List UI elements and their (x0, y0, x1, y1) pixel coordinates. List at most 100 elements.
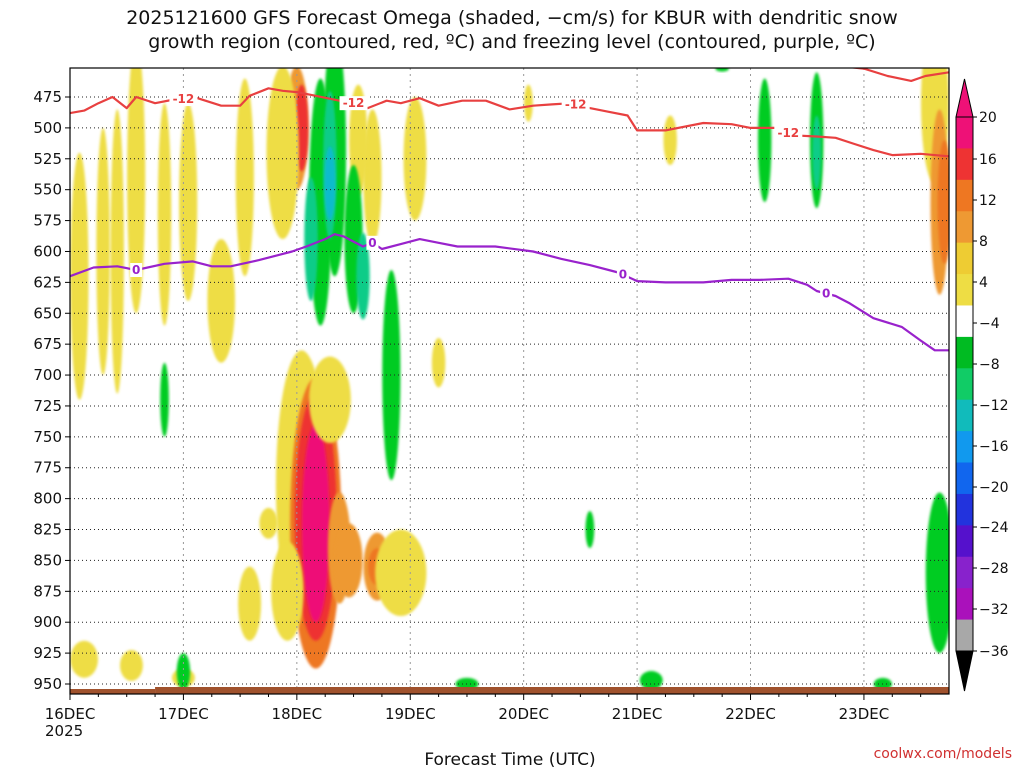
y-tick-label-725: 725 (33, 397, 62, 415)
contour-label-bg-1-1 (366, 235, 379, 250)
colorbar-swatch-16 (956, 619, 973, 652)
omega-cell-53 (715, 68, 729, 72)
contour-label-bg-1-2 (616, 267, 629, 282)
omega-cell-45 (585, 510, 595, 549)
x-tick-label-3: 19DEC (385, 705, 436, 723)
y-tick-label-525: 525 (33, 150, 62, 168)
y-tick-label-575: 575 (33, 212, 62, 230)
colorbar-swatch-3 (956, 211, 973, 244)
omega-cell-54 (259, 507, 278, 539)
colorbar-swatch-6 (956, 305, 973, 338)
colorbar-label-12: −32 (979, 602, 1009, 618)
colorbar-swatch-11 (956, 462, 973, 495)
colorbar-label-8: −16 (979, 439, 1009, 455)
omega-cell-48 (757, 78, 772, 203)
x-tick-label-5: 21DEC (612, 705, 663, 723)
colorbar-swatch-8 (956, 368, 973, 401)
omega-cell-52 (925, 492, 949, 654)
y-tick-label-825: 825 (33, 521, 62, 539)
omega-cell-18 (110, 109, 124, 394)
contour-line-1 (70, 233, 949, 352)
y-tick-label-625: 625 (33, 273, 62, 291)
chart-title: 2025121600 GFS Forecast Omega (shaded, −… (0, 6, 1024, 54)
colorbar-label-5: −4 (979, 316, 1000, 332)
x-tick-label-4: 20DEC (498, 705, 549, 723)
y-tick-label-925: 925 (33, 644, 62, 662)
colorbar-label-1: 16 (979, 152, 997, 168)
colorbar-swatch-9 (956, 399, 973, 432)
omega-cell-22 (207, 239, 236, 363)
contour-label-1-1: 0 (368, 236, 376, 250)
colorbar-label-2: 12 (979, 193, 997, 209)
x-tick-label-7: 23DEC (839, 705, 890, 723)
omega-cell-39 (324, 146, 336, 221)
contour-label-0-2: -12 (565, 97, 587, 111)
contour-label-1-2: 0 (619, 268, 627, 282)
omega-cell-19 (127, 68, 146, 314)
omega-cell-43 (382, 270, 401, 481)
x-tick-label-6: 22DEC (725, 705, 776, 723)
contour-label-1-0: 0 (132, 263, 140, 277)
omega-cell-30 (70, 640, 98, 678)
colorbar-swatch-12 (956, 493, 973, 526)
omega-cell-47 (639, 671, 663, 690)
omega-cell-4 (301, 424, 330, 623)
x-axis: 16DEC 17DEC 18DEC 19DEC 20DEC 21DEC 22DEC 23DEC (45, 694, 922, 723)
plot-frame (69, 67, 950, 695)
y-tick-label-900: 900 (33, 613, 62, 631)
x-tick-label-1: 17DEC (158, 705, 209, 723)
colorbar-label-3: 8 (979, 234, 988, 250)
title-line-1: 2025121600 GFS Forecast Omega (shaded, −… (126, 7, 898, 29)
title-line-2: growth region (contoured, red, ºC) and f… (148, 31, 876, 53)
omega-cell-24 (363, 109, 382, 246)
omega-cell-29 (663, 115, 677, 165)
omega-cell-21 (179, 103, 198, 301)
omega-cell-11 (375, 529, 427, 617)
credit-text: coolwx.com/models (873, 746, 1012, 762)
y-tick-label-500: 500 (33, 119, 62, 137)
omega-cell-31 (119, 650, 143, 681)
colorbar-swatch-0 (956, 117, 973, 149)
omega-cell-16 (70, 152, 89, 400)
omega-cell-50 (812, 115, 822, 190)
ground-strip (70, 687, 949, 694)
contour-label-bg-0-3 (774, 125, 803, 140)
colorbar-label-0: 20 (979, 110, 997, 126)
ground-fill-left (70, 689, 156, 694)
omega-cell-42 (356, 232, 370, 320)
omega-cell-9 (271, 541, 304, 641)
ground-fill (155, 687, 949, 694)
y-tick-label-775: 775 (33, 459, 62, 477)
contour-label-bg-0-2 (561, 97, 590, 112)
colorbar-bottom-arrow (955, 650, 974, 692)
contour-label-bg-1-0 (130, 263, 143, 278)
colorbar-swatch-13 (956, 525, 973, 558)
omega-cell-15 (266, 68, 299, 240)
y-tick-label-600: 600 (33, 242, 62, 260)
colorbar-swatch-1 (956, 148, 973, 181)
omega-cell-27 (431, 337, 446, 388)
omega-cell-44 (176, 653, 191, 691)
omega-shading (70, 68, 949, 691)
y-tick-label-650: 650 (33, 304, 62, 322)
omega-cell-55 (160, 362, 169, 437)
contour-label-0-0: -12 (173, 92, 195, 106)
contour-label-0-1: -12 (343, 96, 365, 110)
colorbar-label-11: −28 (979, 561, 1009, 577)
omega-cell-12 (309, 356, 351, 444)
colorbar-swatch-2 (956, 179, 973, 212)
colorbar-label-7: −12 (979, 398, 1009, 414)
colorbar-label-10: −24 (979, 520, 1009, 536)
colorbar-label-4: 4 (979, 275, 988, 291)
y-tick-label-675: 675 (33, 335, 62, 353)
contour-label-1-3: 0 (822, 286, 830, 300)
y-tick-label-800: 800 (33, 490, 62, 508)
omega-cell-6 (335, 523, 363, 598)
contour-lines: -12 -12 -12 -12 0 0 0 0 (70, 68, 949, 352)
contour-label-bg-0-0 (169, 91, 198, 106)
colorbar-label-6: −8 (979, 357, 1000, 373)
y-tick-label-750: 750 (33, 428, 62, 446)
x-tick-label-0: 16DEC (45, 705, 96, 723)
colorbar-swatch-15 (956, 588, 973, 621)
